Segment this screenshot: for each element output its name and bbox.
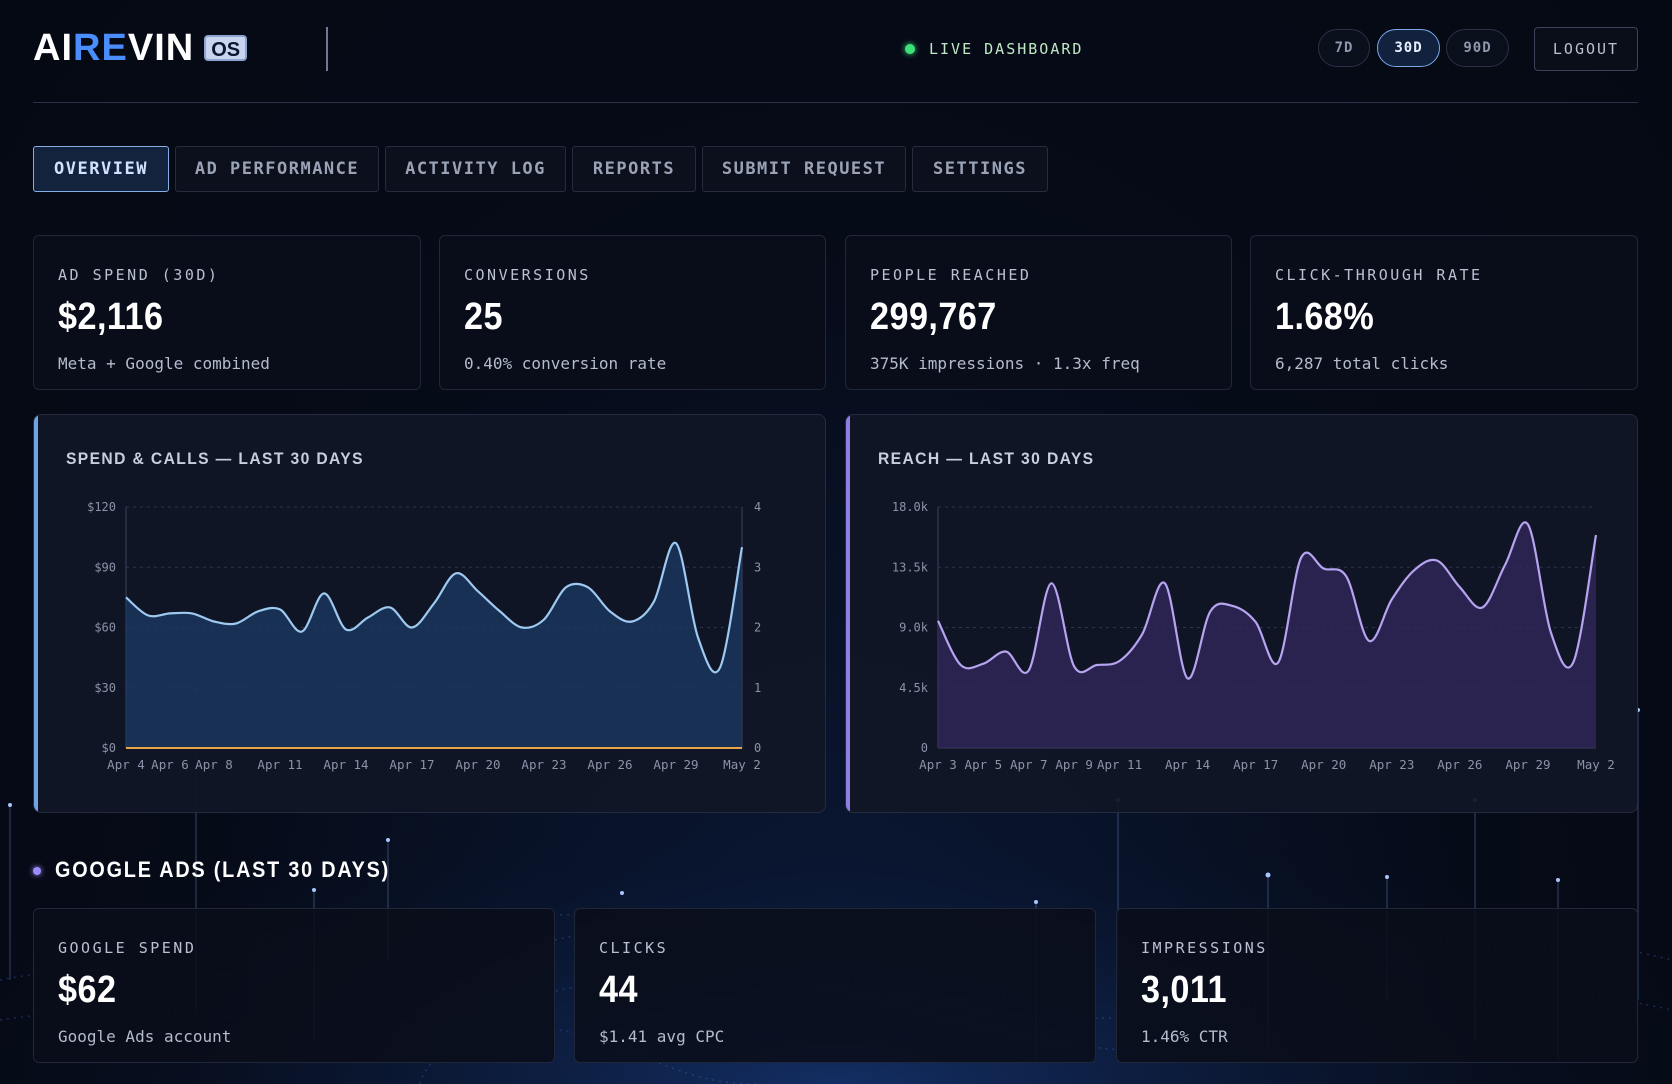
panel-accent-edge xyxy=(34,415,38,812)
stat-value: 44 xyxy=(599,969,638,1011)
stat-label: GOOGLE SPEND xyxy=(58,939,197,957)
live-indicator: LIVE DASHBOARD xyxy=(905,40,1083,58)
stat-subtext: $1.41 avg CPC xyxy=(599,1027,725,1046)
x-tick-label: Apr 20 xyxy=(455,757,500,772)
y-tick-label: 13.5k xyxy=(892,560,929,574)
logo-os-badge: OS xyxy=(204,35,248,61)
tab-ad-performance[interactable]: AD PERFORMANCE xyxy=(175,146,379,192)
x-tick-label: Apr 29 xyxy=(653,757,698,772)
x-tick-label: Apr 26 xyxy=(587,757,632,772)
stat-label: CLICKS xyxy=(599,939,669,957)
google-ads-section-title: GOOGLE ADS (LAST 30 DAYS) xyxy=(55,857,391,882)
series-area xyxy=(126,542,742,748)
live-label: LIVE DASHBOARD xyxy=(929,40,1084,58)
stat-value: $62 xyxy=(58,969,117,1011)
tab-activity-log[interactable]: ACTIVITY LOG xyxy=(385,146,566,192)
stat-card-ad-spend: AD SPEND (30D) $2,116 Meta + Google comb… xyxy=(33,235,421,390)
y-tick-label: 9.0k xyxy=(899,621,929,635)
x-tick-label: Apr 23 xyxy=(521,757,566,772)
section-bullet-icon xyxy=(33,867,41,875)
range-30d-button[interactable]: 30D xyxy=(1377,29,1440,67)
stat-label: AD SPEND (30D) xyxy=(58,266,220,284)
x-tick-label: Apr 17 xyxy=(389,757,434,772)
app-logo: AIREVIN OS xyxy=(33,27,248,69)
x-tick-label: Apr 14 xyxy=(323,757,368,772)
y-right-tick-label: 4 xyxy=(754,500,761,514)
spend-calls-chart-panel: SPEND & CALLS — LAST 30 DAYS $0 $30 $60 $90… xyxy=(33,414,826,813)
x-tick-label: Apr 17 xyxy=(1233,757,1278,772)
y-tick-label: 18.0k xyxy=(892,500,929,514)
stat-label: CONVERSIONS xyxy=(464,266,591,284)
y-right-tick-label: 0 xyxy=(754,741,761,755)
x-tick-label: Apr 7 xyxy=(1010,757,1048,772)
x-tick-label: May 2 xyxy=(1577,757,1615,772)
x-tick-label: Apr 26 xyxy=(1437,757,1482,772)
logout-button[interactable]: LOGOUT xyxy=(1534,27,1638,71)
x-tick-label: Apr 5 xyxy=(965,757,1003,772)
header-rule xyxy=(33,102,1638,103)
y-tick-label: $120 xyxy=(87,500,116,514)
tab-reports[interactable]: REPORTS xyxy=(572,146,696,192)
x-tick-label: Apr 6 xyxy=(151,757,189,772)
y-right-tick-label: 3 xyxy=(754,560,761,574)
stat-subtext: 1.46% CTR xyxy=(1141,1027,1228,1046)
range-90d-button[interactable]: 90D xyxy=(1446,29,1509,67)
logo-wordmark: AIREVIN xyxy=(33,27,195,69)
x-tick-label: Apr 3 xyxy=(919,757,957,772)
tab-settings[interactable]: SETTINGS xyxy=(912,146,1048,192)
x-tick-label: Apr 23 xyxy=(1369,757,1414,772)
y-right-tick-label: 2 xyxy=(754,621,761,635)
stat-card-google-spend: GOOGLE SPEND $62 Google Ads account xyxy=(33,908,555,1063)
stat-value: $2,116 xyxy=(58,296,164,338)
header-divider xyxy=(326,27,328,71)
stat-value: 1.68% xyxy=(1275,296,1375,338)
x-tick-label: Apr 14 xyxy=(1165,757,1210,772)
x-tick-label: Apr 8 xyxy=(195,757,233,772)
series-line xyxy=(937,521,1598,680)
x-tick-label: May 2 xyxy=(723,757,761,772)
stat-value: 25 xyxy=(464,296,503,338)
stat-label: CLICK-THROUGH RATE xyxy=(1275,266,1483,284)
y-right-tick-label: 1 xyxy=(754,681,761,695)
chart-title: SPEND & CALLS — LAST 30 DAYS xyxy=(66,449,364,468)
stat-value: 299,767 xyxy=(870,296,997,338)
stat-card-people-reached: PEOPLE REACHED 299,767 375K impressions … xyxy=(845,235,1232,390)
y-tick-label: $60 xyxy=(94,621,116,635)
x-tick-label: Apr 29 xyxy=(1505,757,1550,772)
stat-label: IMPRESSIONS xyxy=(1141,939,1268,957)
logo-text: AIREVIN xyxy=(33,27,195,69)
stat-subtext: 375K impressions · 1.3x freq xyxy=(870,354,1140,373)
y-tick-label: $0 xyxy=(102,741,116,755)
stat-card-ctr: CLICK-THROUGH RATE 1.68% 6,287 total cli… xyxy=(1250,235,1638,390)
spend-calls-chart: $0 $30 $60 $90 $120 0 1 2 3 4 Apr 4 Apr 6 Apr 8 Apr 1… xyxy=(87,500,761,772)
x-tick-label: Apr 11 xyxy=(257,757,302,772)
tab-overview[interactable]: OVERVIEW xyxy=(33,146,169,192)
stat-subtext: Meta + Google combined xyxy=(58,354,270,373)
x-tick-label: Apr 4 xyxy=(107,757,145,772)
stat-card-google-clicks: CLICKS 44 $1.41 avg CPC xyxy=(574,908,1096,1063)
series-area xyxy=(938,522,1596,748)
tab-submit-request[interactable]: SUBMIT REQUEST xyxy=(702,146,906,192)
x-tick-label: Apr 20 xyxy=(1301,757,1346,772)
y-tick-label: $30 xyxy=(94,681,116,695)
y-tick-label: 0 xyxy=(921,741,928,755)
live-status-dot-icon xyxy=(905,44,915,54)
stat-subtext: 6,287 total clicks xyxy=(1275,354,1449,373)
y-tick-label: 4.5k xyxy=(899,681,929,695)
y-tick-label: $90 xyxy=(94,560,116,574)
reach-chart: 0 4.5k 9.0k 13.5k 18.0k Apr 3 Apr 5 Apr 7 Apr 9 A… xyxy=(892,500,1615,772)
x-tick-label: Apr 9 xyxy=(1055,757,1093,772)
stat-card-google-impressions: IMPRESSIONS 3,011 1.46% CTR xyxy=(1116,908,1638,1063)
chart-title: REACH — LAST 30 DAYS xyxy=(878,449,1095,468)
stat-subtext: Google Ads account xyxy=(58,1027,232,1046)
range-7d-button[interactable]: 7D xyxy=(1318,29,1370,67)
stat-card-conversions: CONVERSIONS 25 0.40% conversion rate xyxy=(439,235,826,390)
stat-value: 3,011 xyxy=(1141,969,1227,1011)
x-tick-label: Apr 11 xyxy=(1097,757,1142,772)
panel-accent-edge xyxy=(846,415,850,812)
stat-label: PEOPLE REACHED xyxy=(870,266,1032,284)
stat-subtext: 0.40% conversion rate xyxy=(464,354,667,373)
reach-chart-panel: REACH — LAST 30 DAYS 0 4.5k 9.0k 13.5k 18.0k… xyxy=(845,414,1638,813)
